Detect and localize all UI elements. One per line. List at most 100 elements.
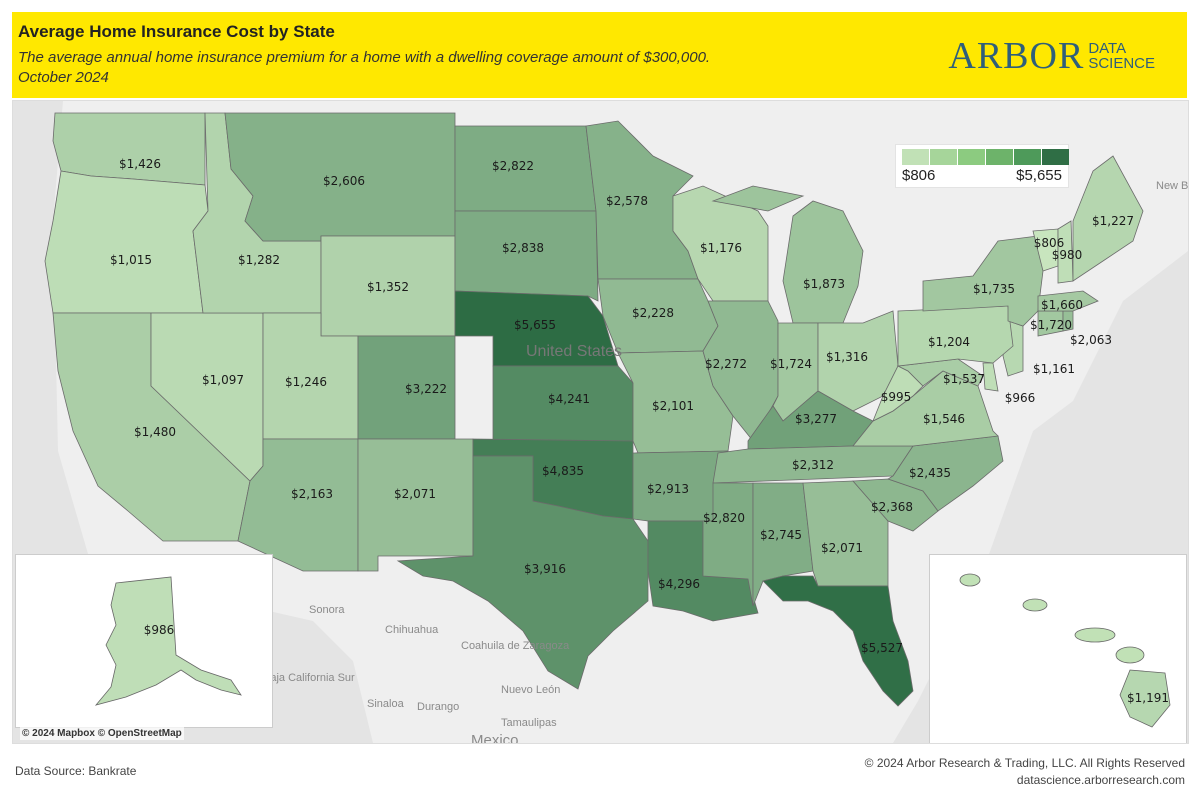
subtitle-date: October 2024 bbox=[18, 69, 109, 86]
state-label-ut: $1,246 bbox=[285, 375, 327, 389]
chart-title: Average Home Insurance Cost by State bbox=[18, 22, 335, 41]
hawaii-island-kauai bbox=[959, 573, 981, 587]
state-label-fl: $5,527 bbox=[861, 641, 903, 655]
state-label-sd: $2,838 bbox=[502, 241, 544, 255]
state-il[interactable] bbox=[702, 300, 779, 442]
header-banner: Average Home Insurance Cost by State The… bbox=[12, 12, 1187, 98]
footer-copyright-block: © 2024 Arbor Research & Trading, LLC. Al… bbox=[865, 755, 1185, 789]
alaska-inset: $986 bbox=[15, 554, 273, 728]
color-legend: $806 $5,655 bbox=[895, 144, 1069, 188]
state-label-ar: $2,913 bbox=[647, 482, 689, 496]
legend-max-label: $5,655 bbox=[1016, 167, 1062, 184]
state-label-nh: $980 bbox=[1052, 248, 1083, 262]
state-label-tn: $2,312 bbox=[792, 458, 834, 472]
state-nm[interactable] bbox=[357, 438, 474, 572]
state-label-wa: $1,426 bbox=[119, 157, 161, 171]
logo-main-text: ARBOR bbox=[948, 35, 1085, 77]
hawaii-island-oahu bbox=[1022, 598, 1048, 612]
logo-sub-text: DATA SCIENCE bbox=[1088, 41, 1155, 71]
state-label-ri: $2,063 bbox=[1070, 333, 1112, 347]
state-label-wv: $995 bbox=[881, 390, 912, 404]
state-tx[interactable] bbox=[396, 455, 649, 690]
legend-min-label: $806 bbox=[902, 167, 936, 184]
state-label-mi: $1,873 bbox=[803, 277, 845, 291]
website-link[interactable]: datascience.arborresearch.com bbox=[1016, 773, 1185, 787]
states-layer[interactable] bbox=[44, 112, 1144, 707]
state-mi[interactable] bbox=[711, 185, 864, 324]
state-label-ks: $4,241 bbox=[548, 392, 590, 406]
state-label-va: $1,546 bbox=[923, 412, 965, 426]
state-label-vt: $806 bbox=[1034, 236, 1065, 250]
state-label-ok: $4,835 bbox=[542, 464, 584, 478]
state-label-mo: $2,101 bbox=[652, 399, 694, 413]
place-label-durango: Durango bbox=[417, 701, 459, 713]
legend-swatch-0 bbox=[902, 149, 929, 165]
legend-swatch-3 bbox=[986, 149, 1013, 165]
state-label-oh: $1,316 bbox=[826, 350, 868, 364]
arbor-logo: ARBOR DATA SCIENCE bbox=[948, 34, 1155, 78]
state-label-nm: $2,071 bbox=[394, 487, 436, 501]
state-label-ct: $1,720 bbox=[1030, 318, 1072, 332]
state-fl[interactable] bbox=[762, 575, 914, 707]
state-hi[interactable] bbox=[1119, 669, 1171, 728]
place-label-coahuila: Coahuila de Zaragoza bbox=[461, 640, 570, 652]
state-label-ny: $1,735 bbox=[973, 282, 1015, 296]
state-or[interactable] bbox=[44, 170, 209, 314]
logo-sub-line-1: DATA bbox=[1088, 40, 1127, 57]
legend-swatch-5 bbox=[1042, 149, 1069, 165]
hawaii-inset: $1,191 bbox=[929, 554, 1187, 743]
data-source: Data Source: Bankrate bbox=[15, 764, 137, 778]
legend-swatch-4 bbox=[1014, 149, 1041, 165]
hawaii-inset-map: $1,191 bbox=[959, 573, 1171, 728]
state-label-nj: $1,161 bbox=[1033, 362, 1075, 376]
state-label-id: $1,282 bbox=[238, 253, 280, 267]
state-label-pa: $1,204 bbox=[928, 335, 970, 349]
map-attribution[interactable]: © 2024 Mapbox © OpenStreetMap bbox=[20, 727, 184, 740]
place-label-tamaulipas: Tamaulipas bbox=[501, 717, 557, 729]
place-label-mexico: Mexico bbox=[471, 732, 519, 743]
state-label-nc: $2,435 bbox=[909, 466, 951, 480]
state-label-ne: $5,655 bbox=[514, 318, 556, 332]
state-label-or: $1,015 bbox=[110, 253, 152, 267]
state-label-sc: $2,368 bbox=[871, 500, 913, 514]
state-sd[interactable] bbox=[454, 210, 599, 302]
place-label-sonora: Sonora bbox=[309, 604, 345, 616]
state-label-nd: $2,822 bbox=[492, 159, 534, 173]
chart-subtitle: The average annual home insurance premiu… bbox=[18, 48, 710, 88]
state-label-in: $1,724 bbox=[770, 357, 812, 371]
state-ma[interactable] bbox=[1037, 290, 1099, 312]
place-label-sinaloa: Sinaloa bbox=[367, 698, 405, 710]
place-label-nuevo-leon: Nuevo León bbox=[501, 684, 560, 696]
state-label-ga: $2,071 bbox=[821, 541, 863, 555]
state-label-de: $966 bbox=[1005, 391, 1036, 405]
state-label-ak: $986 bbox=[144, 623, 175, 637]
legend-swatch-1 bbox=[930, 149, 957, 165]
state-label-ms: $2,820 bbox=[703, 511, 745, 525]
state-label-mn: $2,578 bbox=[606, 194, 648, 208]
state-label-nv: $1,097 bbox=[202, 373, 244, 387]
state-label-la: $4,296 bbox=[658, 577, 700, 591]
state-label-ma: $1,660 bbox=[1041, 298, 1083, 312]
state-label-ca: $1,480 bbox=[134, 425, 176, 439]
state-me[interactable] bbox=[1072, 155, 1144, 282]
map-view[interactable]: $1,426 $1,015 $1,480 $1,097 $1,282 $2,606 $1,3… bbox=[12, 100, 1189, 744]
hawaii-island-molokai bbox=[1074, 627, 1116, 643]
state-label-wy: $1,352 bbox=[367, 280, 409, 294]
state-label-md: $1,537 bbox=[943, 372, 985, 386]
copyright-text: © 2024 Arbor Research & Trading, LLC. Al… bbox=[864, 756, 1185, 770]
state-label-tx: $3,916 bbox=[524, 562, 566, 576]
place-label-us: United States bbox=[526, 343, 622, 360]
state-label-co: $3,222 bbox=[405, 382, 447, 396]
state-label-wi: $1,176 bbox=[700, 241, 742, 255]
state-label-me: $1,227 bbox=[1092, 214, 1134, 228]
state-label-al: $2,745 bbox=[760, 528, 802, 542]
logo-sub-line-2: SCIENCE bbox=[1088, 55, 1155, 72]
state-label-ia: $2,228 bbox=[632, 306, 674, 320]
state-ak[interactable] bbox=[94, 576, 242, 706]
subtitle-text: The average annual home insurance premiu… bbox=[18, 49, 711, 66]
hawaii-island-maui bbox=[1115, 646, 1145, 664]
legend-color-ramp bbox=[902, 149, 1070, 165]
legend-swatch-2 bbox=[958, 149, 985, 165]
alaska-inset-map: $986 bbox=[94, 576, 242, 706]
state-md[interactable] bbox=[896, 358, 984, 387]
